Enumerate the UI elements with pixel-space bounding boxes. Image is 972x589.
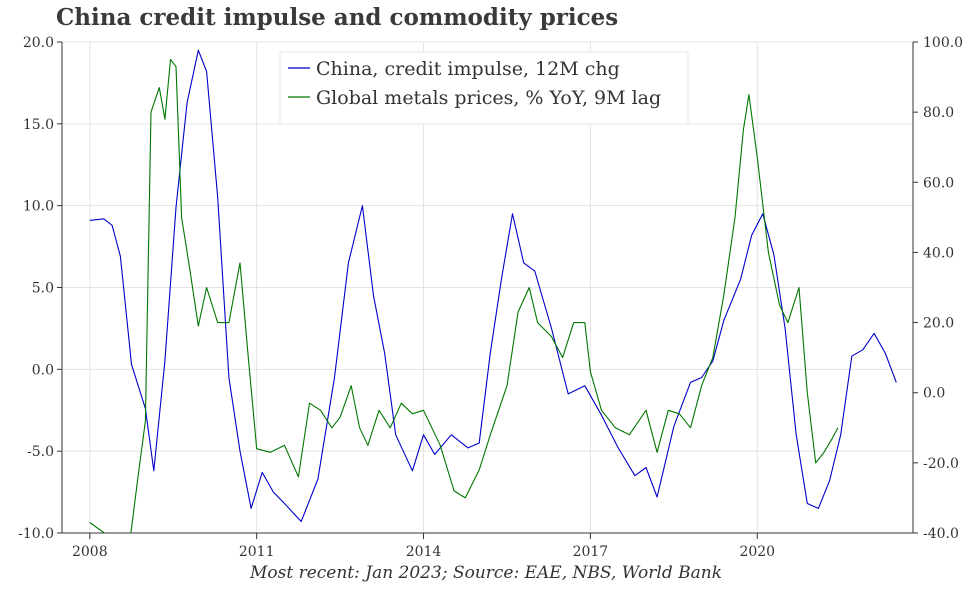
legend-box xyxy=(279,51,689,125)
right-tick-label: 100.0 xyxy=(923,35,963,51)
right-tick-label: 40.0 xyxy=(923,245,954,261)
left-tick-label: 20.0 xyxy=(23,35,54,51)
legend-label-2: Global metals prices, % YoY, 9M lag xyxy=(316,87,661,109)
x-tick-label: 2011 xyxy=(239,544,275,560)
left-tick-label: -5.0 xyxy=(27,444,54,460)
legend-label-1: China, credit impulse, 12M chg xyxy=(316,58,620,80)
x-tick-label: 2014 xyxy=(406,544,442,560)
right-tick-label: 0.0 xyxy=(923,386,945,402)
left-tick-label: 0.0 xyxy=(32,362,54,378)
left-tick-label: 5.0 xyxy=(32,281,54,297)
axes: -10.0 -5.0 0.0 5.0 10.0 15.0 20.0 -40.0 -20.0 0.0… xyxy=(18,35,963,560)
right-tick-label: 20.0 xyxy=(923,316,954,332)
x-tick-label: 2008 xyxy=(72,544,108,560)
x-tick-label: 2017 xyxy=(573,544,609,560)
left-tick-label: 10.0 xyxy=(23,199,54,215)
right-tick-label: 80.0 xyxy=(923,105,954,121)
right-tick-label: -40.0 xyxy=(923,526,959,542)
right-tick-label: -20.0 xyxy=(923,456,959,472)
legend: China, credit impulse, 12M chg Global met… xyxy=(279,51,689,125)
x-tick-label: 2020 xyxy=(739,544,775,560)
left-tick-label: -10.0 xyxy=(18,526,54,542)
right-tick-label: 60.0 xyxy=(923,175,954,191)
series-lines xyxy=(89,49,897,533)
gridlines xyxy=(62,41,913,534)
chart-title: China credit impulse and commodity price… xyxy=(56,4,619,31)
series-line-1 xyxy=(89,49,897,523)
series-line-2 xyxy=(89,58,839,533)
chart-footnote: Most recent: Jan 2023; Source: EAE, NBS,… xyxy=(249,563,723,583)
left-tick-label: 15.0 xyxy=(23,117,54,133)
chart-area: -10.0 -5.0 0.0 5.0 10.0 15.0 20.0 -40.0 -20.0 0.0… xyxy=(18,35,963,560)
